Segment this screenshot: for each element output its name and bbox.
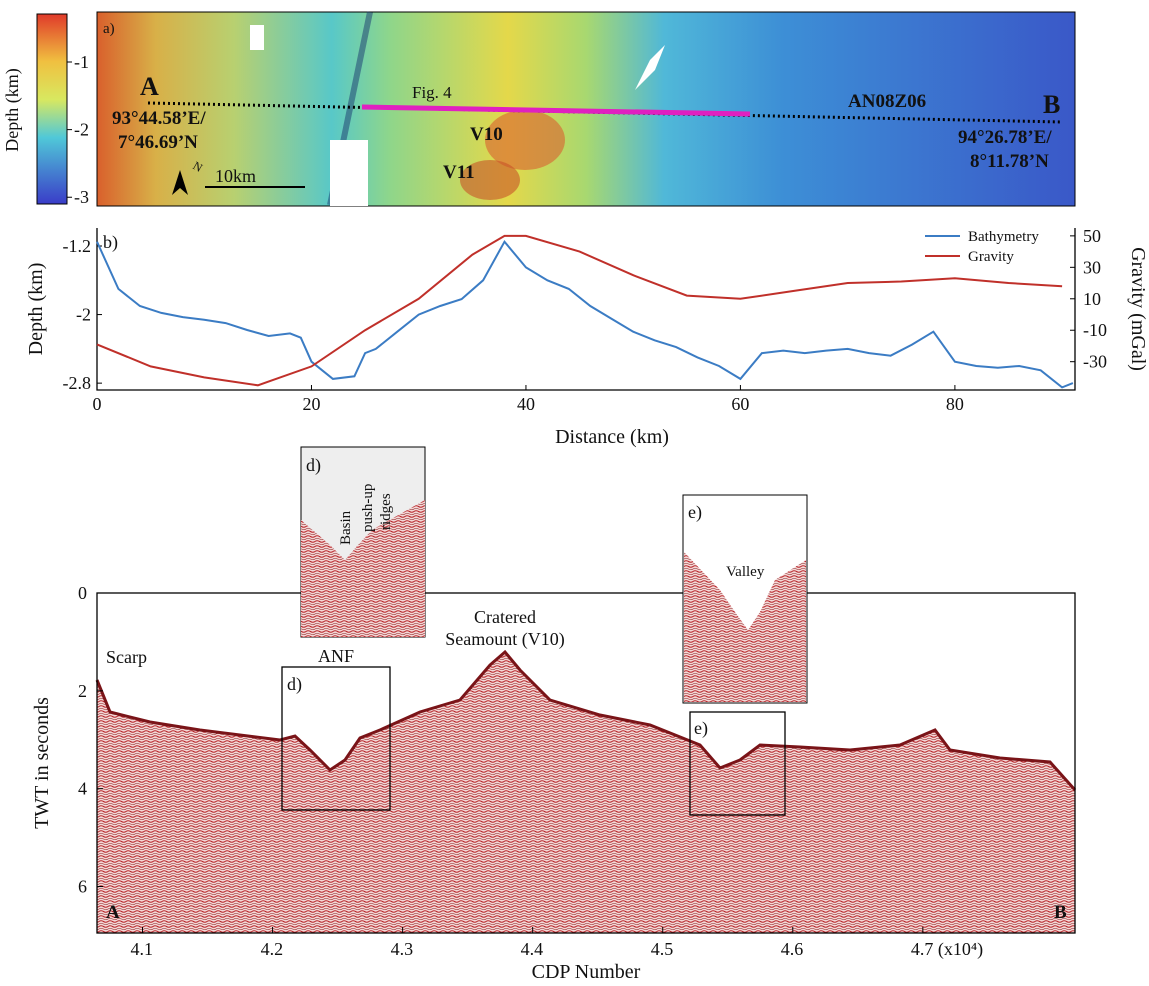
colorbar-tick-label: -1 xyxy=(74,52,89,72)
y2-tick-label: -10 xyxy=(1083,320,1107,340)
y-tick-label: 2 xyxy=(78,681,87,701)
axes-frame xyxy=(97,228,1075,390)
coords: 94°26.78’E/ xyxy=(958,127,1052,148)
y2-tick-label: -30 xyxy=(1083,352,1107,372)
x-tick-label: 4.3 xyxy=(391,939,414,959)
data-gap xyxy=(250,25,264,50)
annotation: Cratered xyxy=(474,607,536,627)
x-tick-label: 4.4 xyxy=(521,939,544,959)
y2-tick-label: 50 xyxy=(1083,226,1101,246)
x-tick-label: 80 xyxy=(946,394,964,414)
seismic-panel: d) e) d) e) Basin push-up ridges Valley … xyxy=(31,447,1075,983)
x-tick-label: 4.6 xyxy=(781,939,804,959)
annotation: Valley xyxy=(726,564,765,580)
volcano-label: V11 xyxy=(443,162,475,183)
x-tick-label: 20 xyxy=(302,394,320,414)
y2-tick-label: 10 xyxy=(1083,289,1101,309)
coords: 93°44.58’E/ xyxy=(112,108,206,129)
y2-tick-label: 30 xyxy=(1083,257,1101,277)
inset-label: d) xyxy=(306,455,321,476)
scale-label: 10km xyxy=(215,166,256,186)
annotation: Scarp xyxy=(106,647,147,667)
x-tick-label: 40 xyxy=(517,394,535,414)
volcano-label: V10 xyxy=(470,124,503,145)
annotation: push-up xyxy=(360,484,376,532)
coords: 8°11.78’N xyxy=(970,151,1049,172)
data-gap xyxy=(330,140,368,206)
x-tick-label: 4.2 xyxy=(261,939,284,959)
y-axis-label: Depth (km) xyxy=(25,263,47,356)
series-line xyxy=(97,242,1073,388)
inset-label: e) xyxy=(694,718,708,739)
inset-label: e) xyxy=(688,502,702,523)
y-tick-label: 6 xyxy=(78,877,87,897)
segment-label: Fig. 4 xyxy=(412,83,452,102)
figure: a) A B 93°44.58’E/ 7°46.69’N 94°26.78’E/… xyxy=(0,0,1149,986)
x-axis-label: CDP Number xyxy=(532,961,641,983)
y-tick-label: 4 xyxy=(78,779,87,799)
point-label: A xyxy=(140,72,159,101)
profile-label: AN08Z06 xyxy=(848,91,926,112)
point-label: A xyxy=(106,902,120,923)
x-tick-label: 4.5 xyxy=(651,939,674,959)
point-label: B xyxy=(1054,902,1067,923)
colorbar-tick-label: -2 xyxy=(74,120,89,140)
map-panel: a) A B 93°44.58’E/ 7°46.69’N 94°26.78’E/… xyxy=(2,12,1075,206)
coords: 7°46.69’N xyxy=(118,132,198,153)
panel-label: a) xyxy=(103,21,115,37)
legend-label: Gravity xyxy=(968,249,1014,265)
y2-axis-label: Gravity (mGal) xyxy=(1127,247,1149,371)
y-tick-label: 0 xyxy=(78,583,87,603)
y-axis-label: TWT in seconds xyxy=(31,697,53,829)
colorbar-label: Depth (km) xyxy=(2,68,23,151)
annotation: Seamount (V10) xyxy=(445,629,564,650)
y-tick-label: -1.2 xyxy=(63,236,92,256)
seismic-image xyxy=(97,652,1075,933)
annotation: ridges xyxy=(378,493,394,530)
x-axis-label: Distance (km) xyxy=(555,426,669,448)
point-label: B xyxy=(1043,90,1060,119)
inset-label: d) xyxy=(287,674,302,695)
colorbar xyxy=(37,14,67,204)
legend-label: Bathymetry xyxy=(968,229,1039,245)
panel-label: b) xyxy=(103,232,118,253)
x-tick-label: 60 xyxy=(731,394,749,414)
x-tick-label: 4.7 (x10⁴) xyxy=(911,939,983,960)
x-tick-label: 0 xyxy=(93,394,102,414)
annotation: ANF xyxy=(318,646,354,666)
colorbar-tick-label: -3 xyxy=(74,187,89,207)
x-tick-label: 4.1 xyxy=(131,939,154,959)
y-tick-label: -2.8 xyxy=(63,373,92,393)
annotation: Basin xyxy=(338,510,354,545)
series-line xyxy=(97,236,1062,385)
y-tick-label: -2 xyxy=(76,305,91,325)
